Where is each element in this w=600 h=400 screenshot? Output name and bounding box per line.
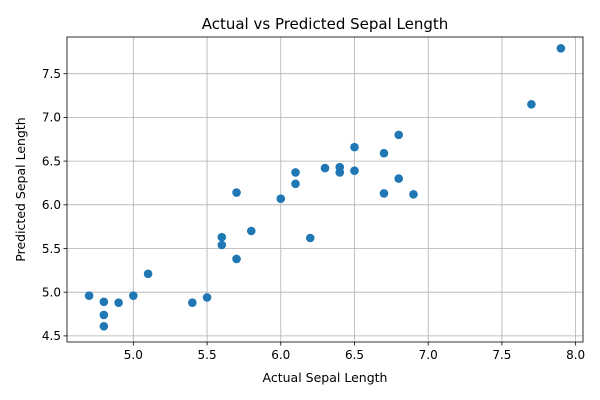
data-point bbox=[99, 297, 109, 307]
y-tick-label: 6.0 bbox=[42, 198, 61, 212]
y-tick-label: 6.5 bbox=[42, 154, 61, 168]
data-point bbox=[379, 189, 389, 198]
plot-frame bbox=[66, 36, 584, 343]
chart-title: Actual vs Predicted Sepal Length bbox=[202, 15, 449, 33]
data-point bbox=[84, 291, 94, 300]
data-point bbox=[188, 298, 197, 307]
data-point bbox=[305, 233, 315, 243]
y-tick-label: 4.5 bbox=[42, 329, 61, 343]
data-point bbox=[379, 148, 389, 158]
x-tick-label: 5.5 bbox=[198, 348, 217, 362]
y-tick-label: 7.0 bbox=[42, 111, 61, 125]
x-tick-label: 8.0 bbox=[566, 348, 585, 362]
x-tick-label: 7.5 bbox=[492, 348, 511, 362]
data-point bbox=[217, 240, 227, 250]
x-tick-label: 5.0 bbox=[124, 348, 143, 362]
x-axis-ticks: 5.0 5.5 6.0 6.5 7.0 7.5 8.0 bbox=[124, 342, 585, 362]
data-point bbox=[114, 298, 123, 307]
data-point bbox=[394, 174, 404, 183]
data-point bbox=[527, 99, 536, 109]
data-point bbox=[276, 194, 286, 203]
data-point bbox=[246, 226, 256, 236]
data-point bbox=[320, 163, 330, 173]
y-axis-ticks: 4.5 5.0 5.5 6.0 6.5 7.0 7.5 bbox=[42, 67, 67, 343]
x-tick-label: 6.5 bbox=[345, 348, 364, 362]
data-point bbox=[291, 179, 300, 189]
data-point bbox=[291, 168, 300, 177]
x-axis-label: Actual Sepal Length bbox=[263, 370, 388, 385]
data-point bbox=[99, 310, 109, 320]
data-point bbox=[99, 321, 109, 331]
y-axis-label: Predicted Sepal Length bbox=[13, 117, 28, 261]
y-tick-label: 5.0 bbox=[42, 285, 61, 299]
data-point bbox=[202, 293, 212, 302]
data-point bbox=[350, 142, 359, 152]
data-point bbox=[409, 190, 418, 199]
data-point bbox=[232, 188, 241, 197]
x-tick-label: 7.0 bbox=[419, 348, 438, 362]
data-point bbox=[350, 166, 359, 176]
data-point bbox=[232, 254, 241, 264]
grid-lines bbox=[67, 37, 583, 342]
data-points bbox=[84, 44, 566, 331]
y-tick-label: 7.5 bbox=[42, 67, 61, 81]
data-point bbox=[143, 269, 153, 279]
x-tick-label: 6.0 bbox=[271, 348, 290, 362]
data-point bbox=[335, 168, 345, 177]
data-point bbox=[556, 44, 566, 53]
data-point bbox=[129, 291, 138, 300]
data-point bbox=[217, 232, 227, 242]
y-tick-label: 5.5 bbox=[42, 242, 61, 256]
data-point bbox=[394, 130, 404, 140]
